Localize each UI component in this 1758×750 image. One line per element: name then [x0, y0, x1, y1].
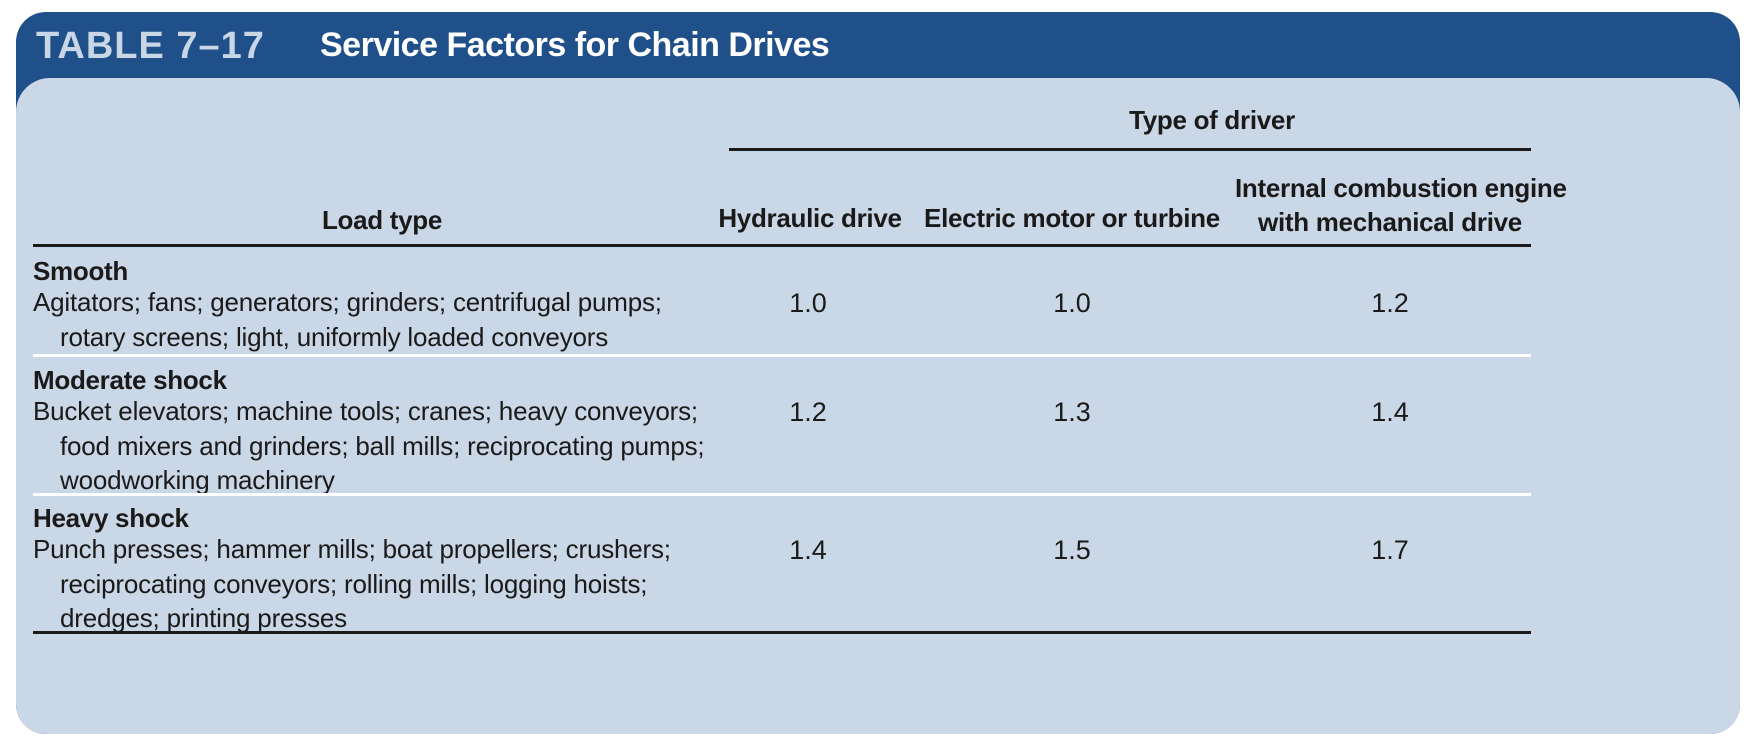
- column-header-ic-engine: Internal combustion engine with mechanic…: [1235, 171, 1567, 239]
- row-category-smooth: Smooth: [33, 256, 128, 286]
- value-smooth-ic-engine: 1.2: [1371, 288, 1409, 318]
- load-type-header: Load type: [321, 205, 443, 235]
- row-description-line: food mixers and grinders; ball mills; re…: [60, 430, 705, 461]
- table-body: Type of driver Load type Hydraulic drive…: [16, 78, 1740, 734]
- value-heavy-ic-engine: 1.7: [1371, 535, 1409, 565]
- bottom-rule: [33, 631, 1531, 634]
- value-moderate-hydraulic: 1.2: [789, 397, 827, 427]
- column-header-hydraulic: Hydraulic drive: [710, 201, 910, 235]
- value-smooth-electric: 1.0: [1053, 288, 1091, 318]
- row-description-line: rotary screens; light, uniformly loaded …: [60, 321, 609, 352]
- table-header-banner: TABLE 7–17 Service Factors for Chain Dri…: [16, 12, 1740, 78]
- column-header-electric-line1: Electric motor or turbine: [924, 203, 1220, 233]
- row-description-line: dredges; printing presses: [60, 603, 347, 633]
- column-header-electric: Electric motor or turbine: [922, 201, 1222, 235]
- column-header-ic-engine-line1: Internal combustion engine: [1235, 173, 1567, 203]
- row-divider: [33, 354, 1531, 357]
- value-heavy-electric: 1.5: [1053, 535, 1091, 565]
- table-number: TABLE 7–17: [36, 25, 265, 67]
- row-description-line: Punch presses; hammer mills; boat propel…: [33, 534, 671, 564]
- value-moderate-electric: 1.3: [1053, 397, 1091, 427]
- row-description-line: reciprocating conveyors; rolling mills; …: [60, 568, 648, 599]
- row-category-heavy-shock: Heavy shock: [33, 503, 189, 533]
- table-card: TABLE 7–17 Service Factors for Chain Dri…: [16, 12, 1740, 734]
- table-title: Service Factors for Chain Drives: [320, 26, 830, 64]
- column-header-ic-engine-line2: with mechanical drive: [1258, 207, 1522, 237]
- row-category-moderate-shock: Moderate shock: [33, 365, 227, 395]
- driver-group-label: Type of driver: [1129, 105, 1295, 135]
- row-description-line: Agitators; fans; generators; grinders; c…: [33, 287, 662, 317]
- row-divider: [33, 493, 1531, 496]
- row-description-line: Bucket elevators; machine tools; cranes;…: [33, 396, 698, 426]
- header-rule: [33, 244, 1531, 247]
- value-moderate-ic-engine: 1.4: [1371, 397, 1409, 427]
- row-description-smooth: Agitators; fans; generators; grinders; c…: [33, 285, 662, 354]
- row-description-line: woodworking machinery: [60, 465, 335, 495]
- row-description-heavy-shock: Punch presses; hammer mills; boat propel…: [33, 532, 671, 636]
- group-rule: [729, 148, 1531, 151]
- value-heavy-hydraulic: 1.4: [789, 535, 827, 565]
- row-description-moderate-shock: Bucket elevators; machine tools; cranes;…: [33, 394, 705, 498]
- value-smooth-hydraulic: 1.0: [789, 288, 827, 318]
- column-header-hydraulic-line1: Hydraulic drive: [718, 203, 902, 233]
